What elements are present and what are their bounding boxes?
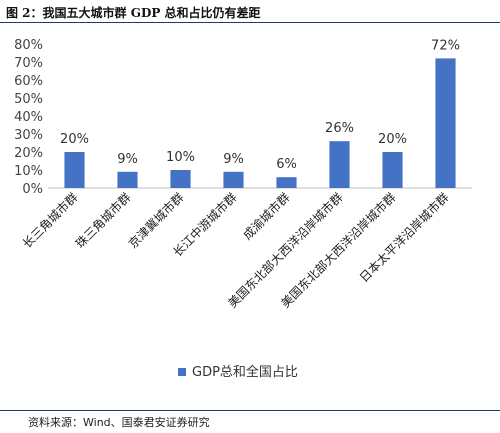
y-tick-label: 0% <box>22 182 43 197</box>
category-label: 美国东北部大西洋沿岸城市群 <box>278 190 399 311</box>
y-tick-label: 80% <box>14 38 43 53</box>
top-rule <box>0 22 500 23</box>
legend-swatch <box>178 368 186 376</box>
bar-chart: 0% 10% 20% 30% 40% 50% 60% 70% 80% 20% 长三角城市群 9% 珠三角… <box>14 38 472 380</box>
data-label: 26% <box>325 121 354 136</box>
y-tick-label: 30% <box>14 128 43 143</box>
data-label: 72% <box>431 38 460 53</box>
category-label: 美国东北部大西洋沿岸城市群 <box>225 190 346 311</box>
category-label: 珠三角城市群 <box>72 190 134 252</box>
category-label: 成渝城市群 <box>240 190 293 243</box>
data-label: 9% <box>117 152 138 167</box>
bar <box>382 152 403 188</box>
source-note: 资料来源：Wind、国泰君安证券研究 <box>28 416 210 429</box>
y-tick-label: 40% <box>14 110 43 125</box>
y-tick-label: 70% <box>14 56 43 71</box>
y-tick-label: 20% <box>14 146 43 161</box>
y-tick-label: 60% <box>14 74 43 89</box>
bar <box>276 177 297 188</box>
legend-label: GDP总和全国占比 <box>192 364 298 380</box>
bar <box>435 58 456 189</box>
bar <box>223 171 244 188</box>
figure-title: 图 2：我国五大城市群 GDP 总和占比仍有差距 <box>6 6 261 20</box>
bar <box>117 171 138 188</box>
bar <box>329 141 350 188</box>
data-label: 20% <box>60 132 89 147</box>
category-label: 日本太平洋沿岸城市群 <box>356 190 451 285</box>
data-label: 9% <box>223 152 244 167</box>
category-label: 长三角城市群 <box>19 190 81 252</box>
bar <box>170 170 191 188</box>
data-label: 10% <box>166 150 195 165</box>
bar <box>64 152 85 188</box>
bottom-rule <box>0 410 500 411</box>
data-label: 20% <box>378 132 407 147</box>
data-label: 6% <box>276 157 297 172</box>
y-tick-label: 50% <box>14 92 43 107</box>
y-tick-label: 10% <box>14 164 43 179</box>
